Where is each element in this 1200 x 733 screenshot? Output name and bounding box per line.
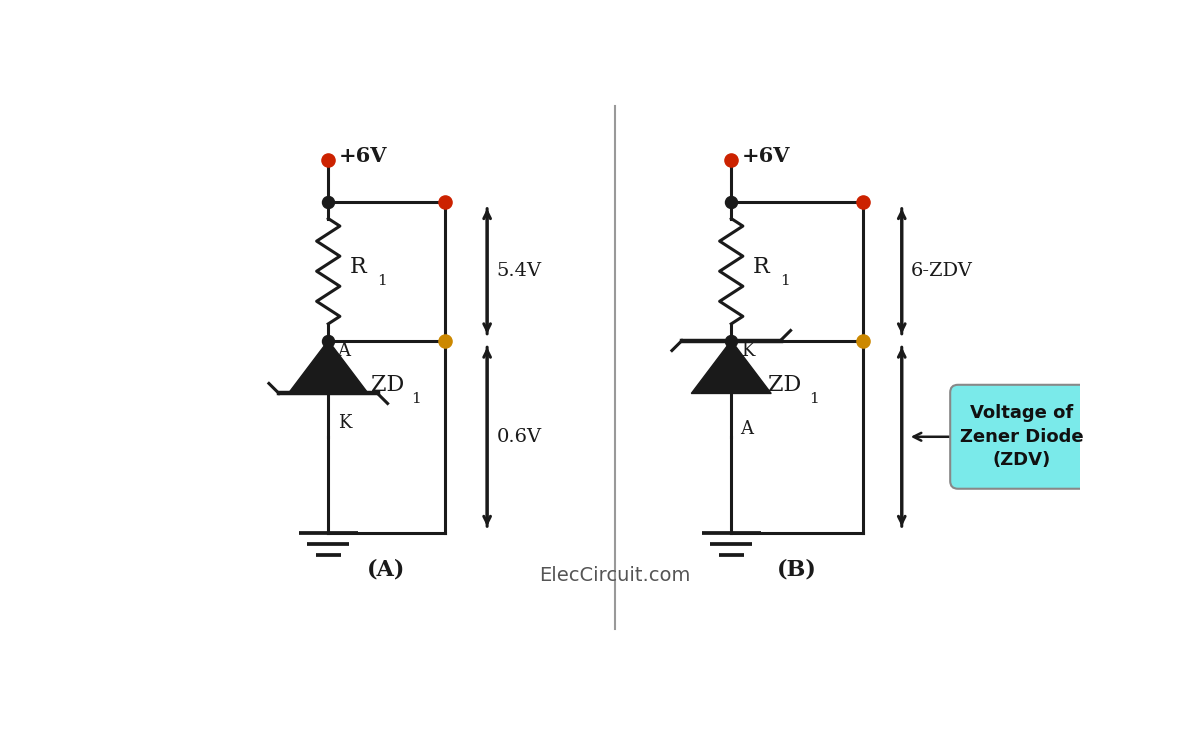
Point: [721, 335, 740, 347]
Text: R: R: [350, 257, 367, 279]
Text: A: A: [337, 342, 350, 360]
FancyBboxPatch shape: [950, 385, 1093, 489]
Text: ZD: ZD: [768, 374, 802, 396]
Text: ElecCircuit.com: ElecCircuit.com: [539, 566, 691, 585]
Text: 1: 1: [412, 391, 421, 405]
Text: 1: 1: [809, 391, 818, 405]
Polygon shape: [691, 341, 772, 394]
Text: 1: 1: [780, 274, 790, 288]
Text: R: R: [752, 257, 769, 279]
Text: A: A: [740, 420, 754, 438]
Text: 0.6V: 0.6V: [497, 428, 541, 446]
Text: +6V: +6V: [338, 146, 386, 166]
Text: 1: 1: [377, 274, 386, 288]
Point: [319, 154, 338, 166]
Point: [721, 154, 740, 166]
Text: K: K: [337, 414, 350, 432]
Text: 6-ZDV: 6-ZDV: [911, 262, 973, 280]
Text: Voltage of
Zener Diode
(ZDV): Voltage of Zener Diode (ZDV): [960, 404, 1084, 469]
Polygon shape: [288, 341, 368, 394]
Text: (B): (B): [778, 559, 817, 581]
Point: [853, 335, 872, 347]
Text: 5.4V: 5.4V: [497, 262, 541, 280]
Text: ZD: ZD: [371, 374, 404, 396]
Text: (A): (A): [367, 559, 406, 581]
Text: +6V: +6V: [742, 146, 790, 166]
Point: [853, 196, 872, 207]
Point: [434, 196, 454, 207]
Point: [319, 196, 338, 207]
Point: [434, 335, 454, 347]
Point: [319, 335, 338, 347]
Point: [721, 196, 740, 207]
Text: K: K: [740, 342, 754, 360]
